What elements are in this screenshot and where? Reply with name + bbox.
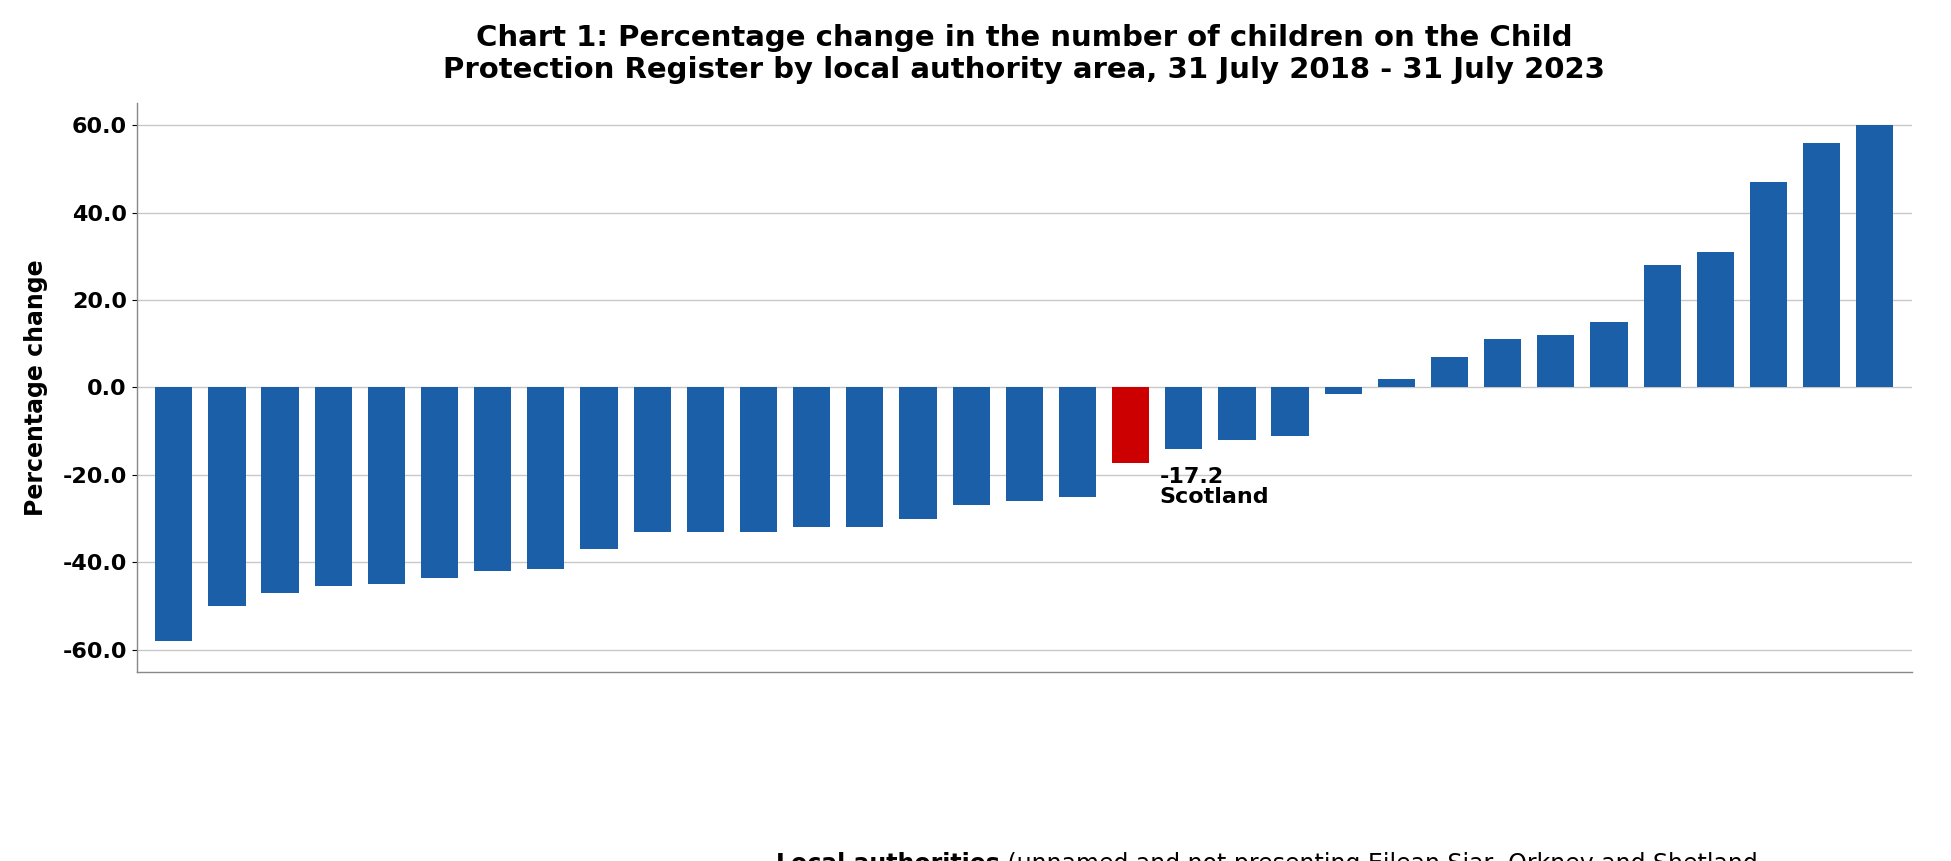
Bar xyxy=(1430,356,1467,387)
Bar xyxy=(899,387,936,518)
Bar xyxy=(1377,379,1414,387)
Bar xyxy=(369,387,406,584)
Bar xyxy=(1165,387,1202,449)
Bar xyxy=(687,387,724,532)
Bar xyxy=(314,387,351,586)
Bar xyxy=(1005,387,1044,501)
Bar xyxy=(1272,387,1309,436)
Bar xyxy=(739,387,776,532)
Bar xyxy=(1750,182,1787,387)
Bar xyxy=(1059,387,1096,497)
Bar xyxy=(1590,322,1627,387)
Text: (unnamed and not presenting Eilean Siar, Orkney and Shetland
due to small number: (unnamed and not presenting Eilean Siar,… xyxy=(999,852,1758,861)
Bar xyxy=(261,387,299,593)
Bar xyxy=(474,387,511,571)
Bar xyxy=(1537,335,1574,387)
Text: Local authorities: Local authorities xyxy=(776,852,999,861)
Bar xyxy=(1112,387,1149,462)
Bar xyxy=(421,387,458,578)
Bar xyxy=(1643,265,1680,387)
Bar xyxy=(581,387,618,549)
Bar xyxy=(1217,387,1256,440)
Bar xyxy=(952,387,989,505)
Bar xyxy=(847,387,884,527)
Text: -17.2: -17.2 xyxy=(1159,467,1223,487)
Bar xyxy=(1855,125,1892,387)
Bar xyxy=(1697,252,1734,387)
Bar xyxy=(634,387,671,532)
Bar xyxy=(1803,143,1840,387)
Y-axis label: Percentage change: Percentage change xyxy=(25,259,49,516)
Title: Chart 1: Percentage change in the number of children on the Child
Protection Reg: Chart 1: Percentage change in the number… xyxy=(443,24,1606,84)
Bar xyxy=(527,387,564,569)
Bar xyxy=(792,387,831,527)
Text: Scotland: Scotland xyxy=(1159,486,1270,506)
Bar xyxy=(209,387,246,606)
Bar xyxy=(1325,387,1362,394)
Bar xyxy=(156,387,193,641)
Bar xyxy=(1485,339,1522,387)
